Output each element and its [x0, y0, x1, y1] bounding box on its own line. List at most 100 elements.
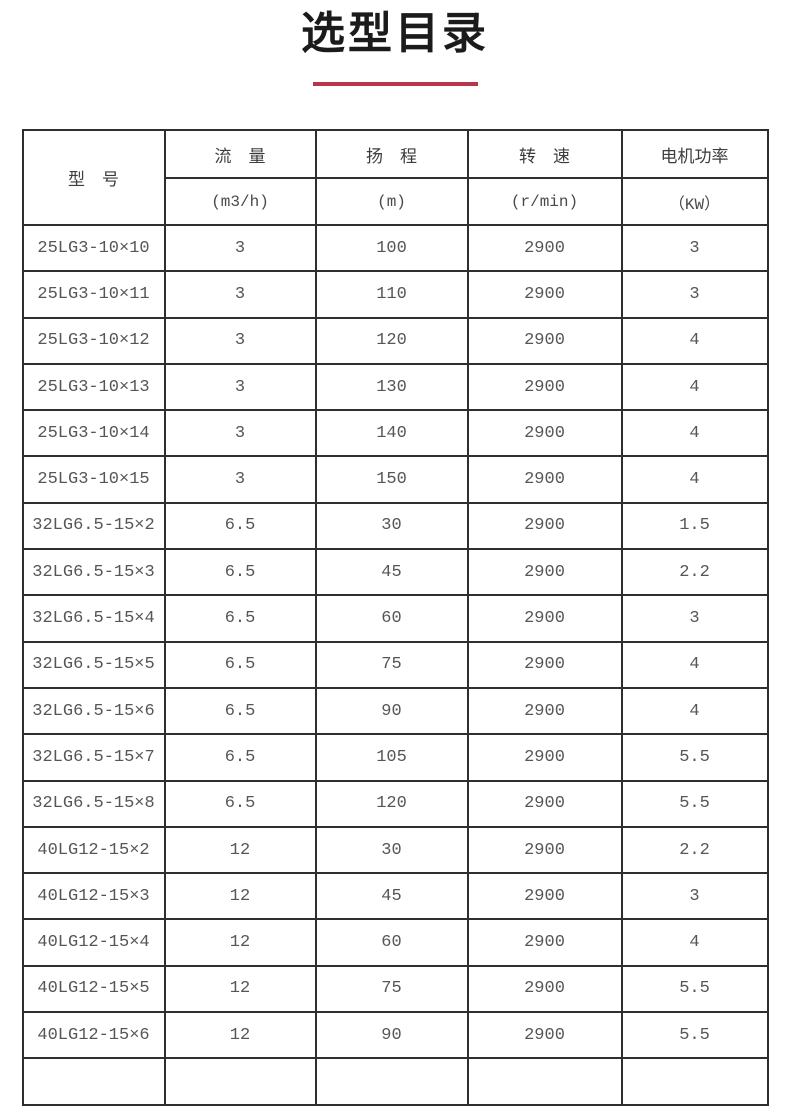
model-cell: 40LG12-15×6: [21, 1011, 166, 1060]
value-cell: 2900: [466, 918, 623, 967]
table-row: 25LG3-10×12 3 120 2900 4: [21, 316, 769, 365]
page-title: 选型目录: [301, 9, 489, 58]
table-row: 32LG6.5-15×2 6.5 30 2900 1.5: [21, 501, 769, 551]
value-cell: 110: [314, 270, 469, 319]
value-cell: 12: [163, 918, 317, 967]
model-cell: 32LG6.5-15×5: [21, 640, 166, 689]
model-cell: 40LG12-15×3: [21, 872, 166, 921]
table-row: 40LG12-15×2 12 30 2900 2.2: [21, 825, 769, 875]
value-cell: 2900: [466, 594, 623, 643]
value-cell: 60: [314, 918, 469, 967]
value-cell: 6.5: [163, 640, 317, 689]
value-cell: 6.5: [163, 594, 317, 643]
value-cell: 3: [620, 223, 769, 273]
value-cell: 90: [314, 1011, 469, 1060]
header-flow-unit: (m3/h): [163, 177, 317, 226]
table-row: 32LG6.5-15×3 6.5 45 2900 2.2: [21, 548, 769, 597]
header-speed-unit: (r/min): [466, 177, 623, 226]
table-body: 25LG3-10×10 3 100 2900 3 25LG3-10×11 3 110 2900 3…: [21, 223, 769, 1106]
value-cell: 12: [163, 964, 317, 1014]
catalog-page: 选型目录 型 号 流 量 扬 程 转 速 电机功率 (m3/h) (m) (r/…: [0, 8, 790, 1106]
empty-cell: [21, 1057, 166, 1106]
header-head-unit: (m): [314, 177, 469, 226]
model-cell: 25LG3-10×11: [21, 270, 166, 319]
value-cell: 60: [314, 594, 469, 643]
value-cell: 105: [314, 733, 469, 782]
value-cell: 2900: [466, 733, 623, 782]
value-cell: 2900: [466, 362, 623, 412]
value-cell: 12: [163, 872, 317, 921]
header-row-names: 型 号 流 量 扬 程 转 速 电机功率: [21, 129, 769, 226]
value-cell: 2900: [466, 270, 623, 319]
value-cell: 75: [314, 964, 469, 1014]
model-cell: 25LG3-10×12: [21, 316, 166, 365]
value-cell: 2900: [466, 825, 623, 875]
value-cell: 90: [314, 686, 469, 736]
value-cell: 4: [620, 316, 769, 365]
value-cell: 2900: [466, 455, 623, 504]
value-cell: 130: [314, 362, 469, 412]
header-motor-power-unit: （KW）: [620, 177, 769, 226]
table-row: 40LG12-15×6 12 90 2900 5.5: [21, 1011, 769, 1060]
value-cell: 6.5: [163, 501, 317, 551]
model-cell: 25LG3-10×15: [21, 455, 166, 504]
value-cell: 5.5: [620, 964, 769, 1014]
header-speed: 转 速: [466, 129, 623, 179]
value-cell: 45: [314, 872, 469, 921]
value-cell: 6.5: [163, 548, 317, 597]
value-cell: 2.2: [620, 548, 769, 597]
table-row: 32LG6.5-15×7 6.5 105 2900 5.5: [21, 733, 769, 782]
value-cell: 2900: [466, 548, 623, 597]
table-header: 型 号 流 量 扬 程 转 速 电机功率 (m3/h) (m) (r/min) …: [21, 129, 769, 226]
header-motor-power: 电机功率: [620, 129, 769, 179]
model-cell: 32LG6.5-15×2: [21, 501, 166, 551]
value-cell: 75: [314, 640, 469, 689]
table-row: 25LG3-10×15 3 150 2900 4: [21, 455, 769, 504]
value-cell: 2900: [466, 501, 623, 551]
value-cell: 4: [620, 362, 769, 412]
value-cell: 4: [620, 686, 769, 736]
table-row: 32LG6.5-15×6 6.5 90 2900 4: [21, 686, 769, 736]
empty-cell: [314, 1057, 469, 1106]
value-cell: 4: [620, 918, 769, 967]
header-flow: 流 量: [163, 129, 317, 179]
value-cell: 45: [314, 548, 469, 597]
value-cell: 12: [163, 1011, 317, 1060]
value-cell: 2900: [466, 1011, 623, 1060]
value-cell: 30: [314, 501, 469, 551]
model-cell: 32LG6.5-15×7: [21, 733, 166, 782]
model-cell: 25LG3-10×14: [21, 409, 166, 458]
value-cell: 4: [620, 640, 769, 689]
table-row: 40LG12-15×5 12 75 2900 5.5: [21, 964, 769, 1014]
table-row: 40LG12-15×4 12 60 2900 4: [21, 918, 769, 967]
value-cell: 2900: [466, 686, 623, 736]
model-cell: 40LG12-15×4: [21, 918, 166, 967]
value-cell: 2900: [466, 872, 623, 921]
value-cell: 5.5: [620, 779, 769, 828]
value-cell: 120: [314, 779, 469, 828]
value-cell: 6.5: [163, 779, 317, 828]
table-row-partial: [21, 1057, 769, 1106]
value-cell: 12: [163, 825, 317, 875]
empty-cell: [466, 1057, 623, 1106]
table-row: 25LG3-10×11 3 110 2900 3: [21, 270, 769, 319]
value-cell: 2900: [466, 223, 623, 273]
value-cell: 4: [620, 409, 769, 458]
model-cell: 32LG6.5-15×3: [21, 548, 166, 597]
empty-cell: [620, 1057, 769, 1106]
value-cell: 5.5: [620, 733, 769, 782]
model-cell: 25LG3-10×10: [21, 223, 166, 273]
model-cell: 32LG6.5-15×8: [21, 779, 166, 828]
value-cell: 3: [163, 316, 317, 365]
value-cell: 6.5: [163, 686, 317, 736]
value-cell: 2900: [466, 316, 623, 365]
value-cell: 3: [163, 270, 317, 319]
value-cell: 5.5: [620, 1011, 769, 1060]
value-cell: 3: [163, 223, 317, 273]
empty-cell: [163, 1057, 317, 1106]
header-head: 扬 程: [314, 129, 469, 179]
value-cell: 4: [620, 455, 769, 504]
value-cell: 150: [314, 455, 469, 504]
table-row: 32LG6.5-15×5 6.5 75 2900 4: [21, 640, 769, 689]
value-cell: 2900: [466, 640, 623, 689]
